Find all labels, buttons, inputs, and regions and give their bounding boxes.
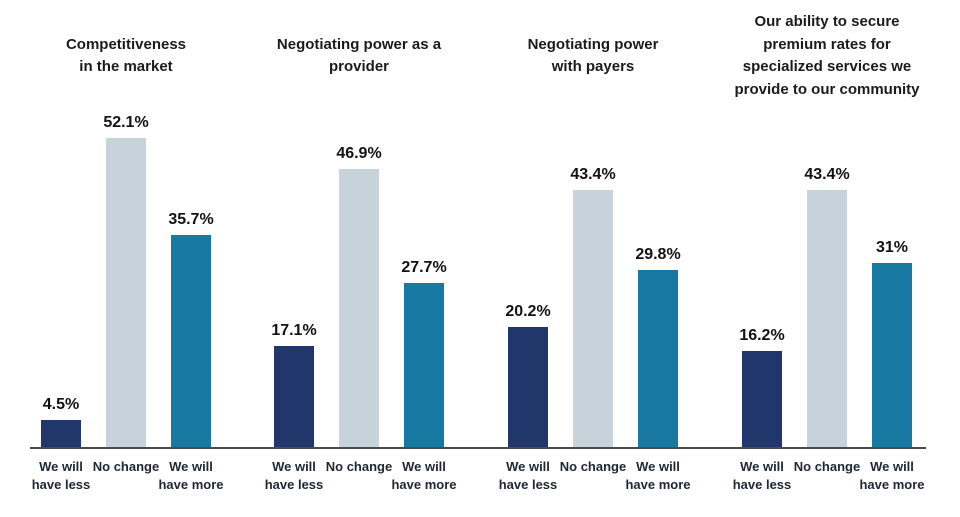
x-axis-line [30, 447, 926, 449]
value-label: 20.2% [505, 303, 551, 320]
value-label: 35.7% [168, 211, 214, 228]
bar-no-change [573, 190, 613, 447]
group-title: Competitiveness in the market [65, 35, 187, 76]
bar-no-change [339, 169, 379, 447]
bar-no-change [807, 190, 847, 447]
value-label: 4.5% [42, 396, 80, 413]
category-label-no-change: No change [92, 459, 160, 474]
bar-group-1: Competitiveness in the market 4.5% We will… [32, 0, 224, 517]
category-label-we-will-have-more: We will have more [158, 459, 224, 492]
bar-we-will-have-more [638, 270, 678, 447]
category-label-we-will-have-less: We will have less [732, 459, 792, 492]
value-label: 16.2% [739, 327, 785, 344]
value-label: 52.1% [103, 114, 149, 131]
value-label: 43.4% [804, 166, 850, 183]
category-label-we-will-have-less: We will have less [31, 459, 91, 492]
bar-we-will-have-more [404, 283, 444, 447]
value-label: 27.7% [401, 259, 447, 276]
group-title: Negotiating power with payers [527, 35, 659, 76]
bar-we-will-have-less [742, 351, 782, 447]
category-label-no-change: No change [325, 459, 393, 474]
category-label-we-will-have-more: We will have more [625, 459, 691, 492]
category-label-we-will-have-more: We will have more [391, 459, 457, 492]
bar-we-will-have-more [872, 263, 912, 447]
value-label: 29.8% [635, 246, 681, 263]
bar-we-will-have-more [171, 235, 211, 447]
bar-group-2: Negotiating power as a provider 17.1% We w… [265, 0, 457, 517]
group-title: Our ability to secure premium rates for … [734, 13, 920, 98]
bar-we-will-have-less [274, 346, 314, 447]
category-label-no-change: No change [793, 459, 861, 474]
value-label: 43.4% [570, 166, 616, 183]
value-label: 46.9% [336, 145, 382, 162]
bar-we-will-have-less [41, 420, 81, 447]
bar-group-3: Negotiating power with payers 20.2% We wil… [499, 0, 691, 517]
bar-we-will-have-less [508, 327, 548, 447]
category-label-we-will-have-less: We will have less [264, 459, 324, 492]
category-label-we-will-have-less: We will have less [498, 459, 558, 492]
category-label-we-will-have-more: We will have more [859, 459, 925, 492]
category-label-no-change: No change [559, 459, 627, 474]
group-title: Negotiating power as a provider [276, 35, 442, 76]
bar-group-4: Our ability to secure premium rates for … [733, 0, 925, 517]
value-label: 17.1% [271, 322, 317, 339]
bar-no-change [106, 138, 146, 447]
value-label: 31% [875, 239, 909, 256]
